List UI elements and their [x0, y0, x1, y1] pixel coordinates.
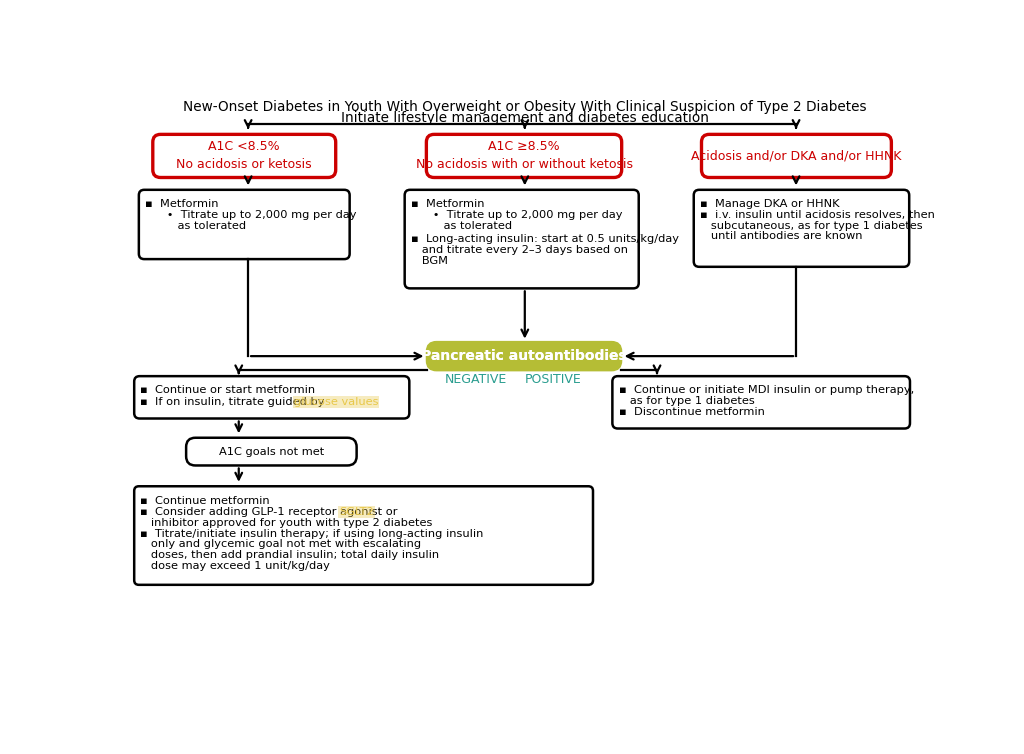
Text: only and glycemic goal not met with escalating: only and glycemic goal not met with esca… — [140, 539, 422, 550]
FancyBboxPatch shape — [139, 190, 349, 259]
Text: POSITIVE: POSITIVE — [524, 373, 582, 386]
Text: inhibitor approved for youth with type 2 diabetes: inhibitor approved for youth with type 2… — [140, 518, 433, 528]
FancyBboxPatch shape — [404, 190, 639, 288]
FancyBboxPatch shape — [612, 376, 910, 428]
Text: dose may exceed 1 unit/kg/day: dose may exceed 1 unit/kg/day — [140, 561, 331, 571]
Text: glucose values: glucose values — [294, 397, 378, 407]
Text: •  Titrate up to 2,000 mg per day: • Titrate up to 2,000 mg per day — [145, 210, 356, 220]
Text: A1C goals not met: A1C goals not met — [219, 446, 324, 457]
Text: •  Titrate up to 2,000 mg per day: • Titrate up to 2,000 mg per day — [411, 210, 623, 220]
Text: as tolerated: as tolerated — [145, 221, 246, 231]
FancyBboxPatch shape — [153, 134, 336, 177]
Text: ▪  Manage DKA or HHNK: ▪ Manage DKA or HHNK — [700, 199, 840, 209]
Text: ▪  Continue or start metformin: ▪ Continue or start metformin — [140, 385, 315, 395]
Text: SGLT2: SGLT2 — [339, 507, 374, 517]
Text: ▪  Long-acting insulin: start at 0.5 units/kg/day: ▪ Long-acting insulin: start at 0.5 unit… — [411, 234, 679, 244]
Text: A1C ≥8.5%
No acidosis with or without ketosis: A1C ≥8.5% No acidosis with or without ke… — [416, 140, 633, 171]
FancyBboxPatch shape — [426, 134, 622, 177]
Text: A1C <8.5%
No acidosis or ketosis: A1C <8.5% No acidosis or ketosis — [176, 140, 312, 171]
Text: Pancreatic autoantibodies: Pancreatic autoantibodies — [421, 349, 627, 363]
Text: as for type 1 diabetes: as for type 1 diabetes — [618, 396, 755, 406]
Text: subcutaneous, as for type 1 diabetes: subcutaneous, as for type 1 diabetes — [700, 221, 923, 231]
Text: ▪  Discontinue metformin: ▪ Discontinue metformin — [618, 407, 765, 417]
FancyBboxPatch shape — [693, 190, 909, 267]
Text: New-Onset Diabetes in Youth With Overweight or Obesity With Clinical Suspicion o: New-Onset Diabetes in Youth With Overwei… — [183, 100, 866, 114]
Text: Pancreatic autoantibodies: Pancreatic autoantibodies — [421, 349, 627, 363]
FancyBboxPatch shape — [701, 134, 891, 177]
Text: ▪  i.v. insulin until acidosis resolves, then: ▪ i.v. insulin until acidosis resolves, … — [700, 210, 935, 220]
Text: ▪  Metformin: ▪ Metformin — [145, 199, 218, 209]
Text: ▪  Metformin: ▪ Metformin — [411, 199, 484, 209]
FancyBboxPatch shape — [186, 438, 356, 465]
Text: BGM: BGM — [411, 256, 447, 266]
FancyBboxPatch shape — [134, 376, 410, 418]
Text: NEGATIVE: NEGATIVE — [444, 373, 507, 386]
Text: ▪  Continue or initiate MDI insulin or pump therapy,: ▪ Continue or initiate MDI insulin or pu… — [618, 385, 913, 395]
Text: ▪  Continue metformin: ▪ Continue metformin — [140, 495, 270, 505]
FancyBboxPatch shape — [427, 342, 621, 370]
Text: Acidosis and/or DKA and/or HHNK: Acidosis and/or DKA and/or HHNK — [691, 149, 901, 162]
Text: doses, then add prandial insulin; total daily insulin: doses, then add prandial insulin; total … — [140, 550, 439, 560]
Text: as tolerated: as tolerated — [411, 221, 512, 231]
Text: ▪  Titrate/initiate insulin therapy; if using long-acting insulin: ▪ Titrate/initiate insulin therapy; if u… — [140, 529, 483, 538]
Text: ▪  If on insulin, titrate guided by: ▪ If on insulin, titrate guided by — [140, 397, 329, 407]
Text: and titrate every 2–3 days based on: and titrate every 2–3 days based on — [411, 245, 628, 256]
FancyBboxPatch shape — [134, 486, 593, 585]
Text: until antibodies are known: until antibodies are known — [700, 231, 862, 241]
Text: Initiate lifestyle management and diabetes education: Initiate lifestyle management and diabet… — [341, 112, 709, 125]
Text: ▪  Consider adding GLP-1 receptor agonist or: ▪ Consider adding GLP-1 receptor agonist… — [140, 507, 401, 517]
